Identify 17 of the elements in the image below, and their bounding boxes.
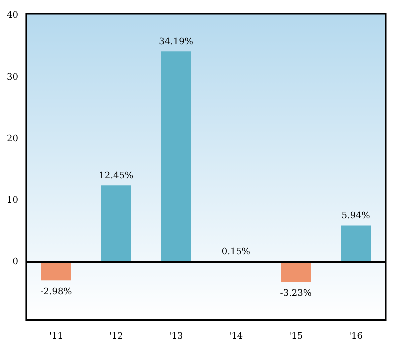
x-tick-label: '12 <box>109 332 124 342</box>
x-tick-label: '11 <box>49 332 64 342</box>
data-label: 12.45% <box>99 172 134 182</box>
x-tick-label: '14 <box>229 332 244 342</box>
x-tick-label: '15 <box>289 332 304 342</box>
y-tick-label: 30 <box>7 72 19 83</box>
data-label: 5.94% <box>342 212 371 222</box>
y-tick-label: 40 <box>7 11 19 22</box>
y-tick-label: 0 <box>12 258 19 268</box>
data-label: 0.15% <box>222 247 251 258</box>
x-tick-label: '13 <box>169 332 184 342</box>
data-label: -3.23% <box>280 289 312 300</box>
y-tick-label: 10 <box>7 196 19 206</box>
data-label: 34.19% <box>159 38 194 48</box>
y-tick-label: 20 <box>7 134 19 144</box>
x-tick-label: '16 <box>349 332 364 342</box>
data-label: -2.98% <box>40 288 73 298</box>
